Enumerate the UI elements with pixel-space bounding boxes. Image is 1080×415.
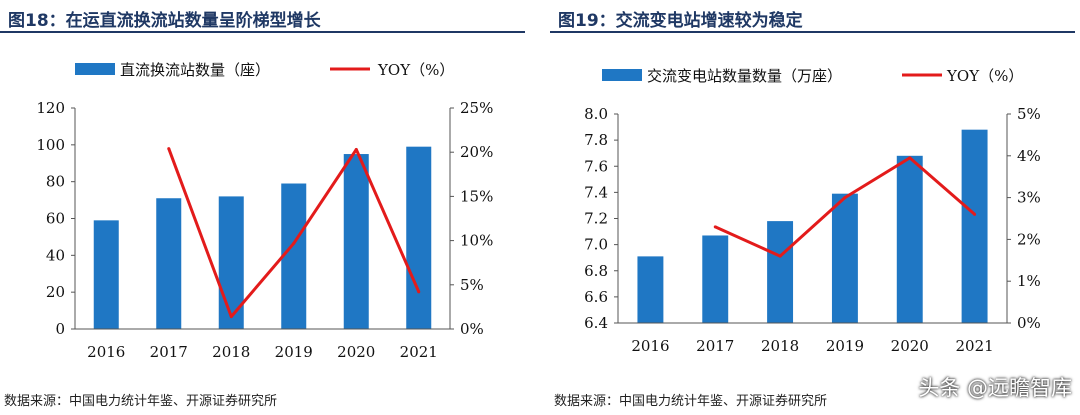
bar (93, 220, 119, 329)
y-tick-label: 7.4 (584, 183, 608, 201)
legend-label: YOY（%） (377, 61, 454, 79)
y2-tick-label: 20% (460, 143, 493, 161)
y2-tick-label: 10% (460, 232, 493, 250)
y-tick-label: 6.6 (584, 288, 608, 306)
y-tick-label: 100 (36, 136, 65, 154)
legend-label: YOY（%） (946, 67, 1023, 85)
title-underline (550, 31, 1075, 33)
legend-bar-swatch (602, 69, 642, 81)
bar (218, 196, 244, 329)
y2-tick-label: 15% (460, 187, 493, 205)
y2-tick-label: 3% (1017, 189, 1041, 207)
legend-label: 直流换流站数量（座） (120, 61, 270, 79)
y2-tick-label: 5% (1017, 105, 1041, 123)
bar (702, 235, 729, 323)
x-tick-label: 2019 (826, 337, 864, 355)
yoy-point (973, 212, 977, 216)
chart-svg: 6.4 6.6 6.8 7.0 7.2 7.4 7.6 7.8 8.0 0% 1% 2% 3% 4% 5% 2… (584, 67, 1041, 355)
y-tick-label: 60 (46, 210, 65, 228)
bar (767, 221, 794, 323)
title-underline (0, 31, 525, 33)
y-tick-label: 7.0 (584, 236, 608, 254)
x-tick-label: 2020 (337, 343, 375, 361)
y-tick-label: 8.0 (584, 105, 608, 123)
yoy-point (908, 156, 912, 160)
x-tick-label: 2018 (761, 337, 799, 355)
bar (637, 256, 664, 323)
x-tick-label: 2021 (400, 343, 438, 361)
watermark: 头条 @远瞻智库 (918, 376, 1072, 400)
legend-bar-swatch (75, 63, 115, 75)
chart-panel-left: 图18：在运直流换流站数量呈阶梯型增长 0 20 40 60 80 100 120 0% 5% 1… (0, 0, 530, 415)
y-tick-label: 40 (46, 246, 65, 264)
yoy-point (167, 147, 171, 151)
bar (406, 146, 432, 329)
x-tick-label: 2016 (631, 337, 669, 355)
x-tick-label: 2019 (275, 343, 313, 361)
yoy-point (292, 241, 296, 245)
y-tick-label: 80 (46, 173, 65, 191)
yoy-point (843, 196, 847, 200)
y2-tick-label: 5% (460, 276, 484, 294)
y-tick-label: 7.6 (584, 157, 608, 175)
y2-tick-label: 0% (460, 320, 484, 338)
yoy-point (778, 254, 782, 258)
yoy-point (417, 290, 421, 294)
x-tick-label: 2020 (891, 337, 929, 355)
x-tick-label: 2017 (150, 343, 188, 361)
source-note: 数据来源：中国电力统计年鉴、开源证券研究所 (554, 394, 828, 409)
y-tick-label: 120 (36, 99, 65, 117)
legend-label: 交流变电站数量数量（万座） (647, 67, 842, 85)
yoy-point (354, 148, 358, 152)
y-tick-label: 6.4 (584, 314, 608, 332)
chart-panel-right: 图19：交流变电站增速较为稳定 6.4 6.6 6.8 7.0 7.2 7.4 7.6 7.8… (550, 0, 1080, 415)
bar (961, 129, 988, 323)
y-tick-label: 20 (46, 283, 65, 301)
y-tick-label: 7.2 (584, 210, 608, 228)
bar (831, 193, 858, 323)
y2-tick-label: 2% (1017, 230, 1041, 248)
y2-tick-label: 4% (1017, 147, 1041, 165)
bar (156, 198, 182, 329)
y-tick-label: 0 (55, 320, 65, 338)
x-tick-label: 2017 (696, 337, 734, 355)
source-note: 数据来源：中国电力统计年鉴、开源证券研究所 (4, 394, 278, 409)
x-tick-label: 2016 (87, 343, 125, 361)
y-tick-label: 7.8 (584, 131, 608, 149)
y-tick-label: 6.8 (584, 262, 608, 280)
y2-tick-label: 0% (1017, 314, 1041, 332)
bar (281, 183, 307, 329)
y2-tick-label: 25% (460, 99, 493, 117)
bar (343, 154, 369, 329)
chart-title: 图18：在运直流换流站数量呈阶梯型增长 (8, 11, 321, 31)
x-tick-label: 2018 (212, 343, 250, 361)
x-tick-label: 2021 (955, 337, 993, 355)
y2-tick-label: 1% (1017, 272, 1041, 290)
chart-title: 图19：交流变电站增速较为稳定 (558, 11, 803, 31)
bar (896, 155, 923, 323)
yoy-point (713, 225, 717, 229)
chart-svg: 0 20 40 60 80 100 120 0% 5% 10% 15% 20% 25% 2016 2017 2… (36, 61, 493, 361)
yoy-point (229, 315, 233, 319)
